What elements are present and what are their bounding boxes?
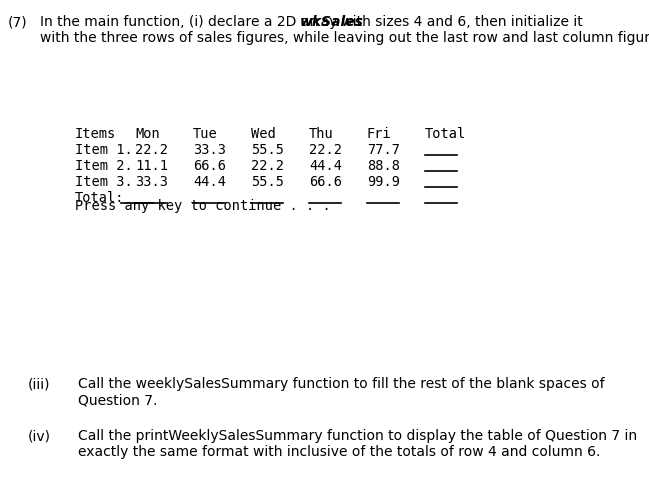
Text: 66.6: 66.6 [193,159,226,173]
Text: 55.5: 55.5 [251,175,284,189]
Text: 44.4: 44.4 [309,159,342,173]
Text: 22.2: 22.2 [309,143,342,157]
Text: 77.7: 77.7 [367,143,400,157]
Text: 33.3: 33.3 [193,143,226,157]
Text: 88.8: 88.8 [367,159,400,173]
Text: with the three rows of sales figures, while leaving out the last row and last co: with the three rows of sales figures, wh… [40,31,649,45]
Text: Items: Items [75,127,116,141]
Text: 33.3: 33.3 [135,175,168,189]
Text: Press any key to continue . . .: Press any key to continue . . . [75,199,331,213]
Text: (7): (7) [8,15,28,29]
Text: exactly the same format with inclusive of the totals of row 4 and column 6.: exactly the same format with inclusive o… [78,445,600,459]
Text: 55.5: 55.5 [251,143,284,157]
Text: Call the printWeeklySalesSummary function to display the table of Question 7 in: Call the printWeeklySalesSummary functio… [78,429,637,443]
Text: 22.2: 22.2 [135,143,168,157]
Text: Tue: Tue [193,127,218,141]
Text: Item 3.: Item 3. [75,175,133,189]
Text: wkSales: wkSales [300,15,364,29]
Text: Question 7.: Question 7. [78,393,157,407]
Text: Total:: Total: [75,191,125,205]
Text: Fri: Fri [367,127,392,141]
Text: Call the weeklySalesSummary function to fill the rest of the blank spaces of: Call the weeklySalesSummary function to … [78,377,605,391]
Text: 22.2: 22.2 [251,159,284,173]
Text: Wed: Wed [251,127,276,141]
Text: 66.6: 66.6 [309,175,342,189]
Text: (iv): (iv) [28,429,51,443]
Text: Thu: Thu [309,127,334,141]
Text: Item 2.: Item 2. [75,159,133,173]
Text: 11.1: 11.1 [135,159,168,173]
Text: Item 1.: Item 1. [75,143,133,157]
Text: In the main function, (i) declare a 2D array: In the main function, (i) declare a 2D a… [40,15,342,29]
Text: 44.4: 44.4 [193,175,226,189]
Text: with sizes 4 and 6, then initialize it: with sizes 4 and 6, then initialize it [337,15,583,29]
Text: (iii): (iii) [28,377,51,391]
Text: Mon: Mon [135,127,160,141]
Text: 99.9: 99.9 [367,175,400,189]
Text: Total: Total [425,127,466,141]
